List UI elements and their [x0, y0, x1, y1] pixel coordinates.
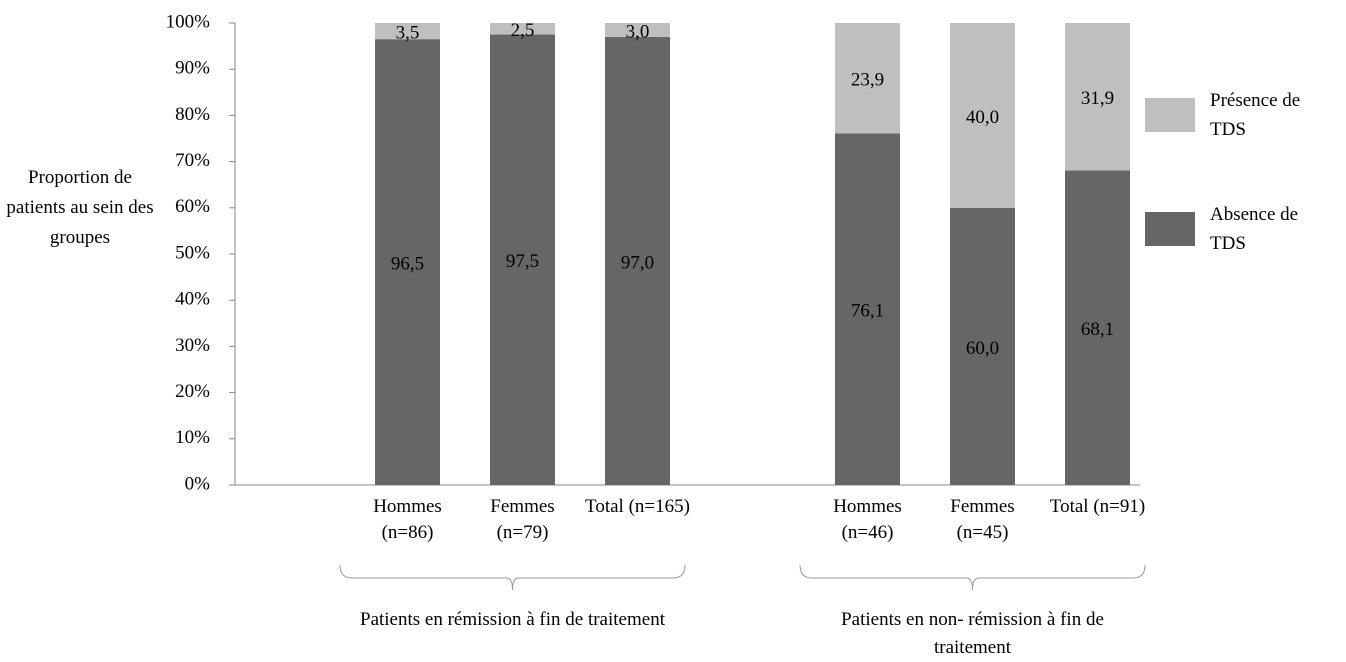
group-brace: [799, 564, 1146, 591]
y-tick-label: 50%: [175, 242, 210, 263]
y-tick-label: 70%: [175, 150, 210, 171]
data-label: 96,5: [391, 253, 424, 274]
bar-segment: [605, 23, 670, 37]
x-tick-label: Femmes (n=79): [490, 496, 555, 543]
y-axis-label: Proportion de patients au sein des group…: [6, 167, 154, 248]
data-label: 97,5: [506, 251, 539, 272]
data-label: 3,0: [626, 21, 650, 42]
bar-segment: [605, 36, 670, 486]
y-tick-label: 80%: [175, 104, 210, 125]
y-tick-label: 40%: [175, 289, 210, 310]
bar-segment: [950, 23, 1015, 208]
group-label: Patients en non- rémission à fin de trai…: [841, 609, 1104, 658]
bar-segment: [375, 23, 440, 40]
data-label: 3,5: [396, 22, 420, 43]
data-label: 97,0: [621, 252, 654, 273]
bar-segment: [835, 133, 900, 485]
legend-swatch: [1145, 98, 1195, 132]
x-tick-label: Total (n=165): [585, 496, 690, 517]
data-label: 31,9: [1081, 88, 1114, 109]
x-tick-label: Hommes (n=46): [833, 496, 902, 543]
x-tick-label: Hommes (n=86): [373, 496, 442, 543]
data-label: 76,1: [851, 301, 884, 322]
data-label: 23,9: [851, 70, 884, 91]
y-tick-label: 0%: [185, 473, 211, 494]
y-tick-label: 100%: [166, 11, 211, 32]
bar-segment: [1065, 23, 1130, 171]
legend-label: Présence de TDS: [1210, 90, 1301, 140]
bar-segment: [490, 23, 555, 35]
y-tick-label: 90%: [175, 58, 210, 79]
y-tick-label: 60%: [175, 196, 210, 217]
data-label: 2,5: [511, 20, 535, 41]
y-tick-label: 20%: [175, 381, 210, 402]
x-tick-label: Femmes (n=45): [950, 496, 1015, 543]
data-label: 68,1: [1081, 319, 1114, 340]
data-label: 60,0: [966, 338, 999, 359]
bar-segment: [490, 34, 555, 486]
bar-segment: [835, 23, 900, 134]
legend-swatch: [1145, 212, 1195, 246]
bar-segment: [950, 207, 1015, 486]
bar-segment: [1065, 170, 1130, 486]
bar-segment: [375, 39, 440, 486]
x-tick-label: Total (n=91): [1049, 496, 1146, 517]
group-brace: [339, 564, 686, 591]
data-label: 40,0: [966, 107, 999, 128]
group-label: Patients en rémission à fin de traitemen…: [360, 609, 665, 630]
legend-label: Absence de TDS: [1210, 204, 1299, 254]
y-tick-label: 10%: [175, 427, 210, 448]
y-tick-label: 30%: [175, 335, 210, 356]
